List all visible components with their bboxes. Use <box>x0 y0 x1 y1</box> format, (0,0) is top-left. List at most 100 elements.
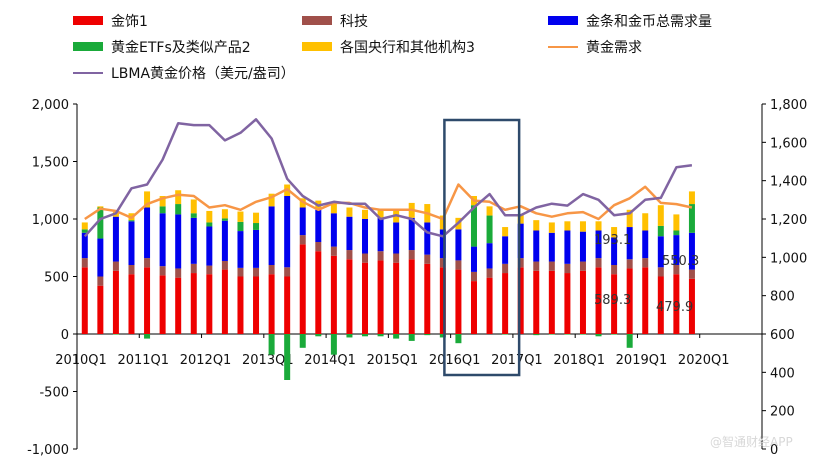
bar-s4-2011Q1 <box>144 334 151 339</box>
line-series-6 <box>84 183 693 221</box>
bar-s3-2017Q1 <box>517 223 524 259</box>
bar-s3-2017Q3 <box>548 232 555 262</box>
bar-s3-2012Q1 <box>206 226 213 266</box>
bar-s5-2010Q2 <box>97 206 104 208</box>
bar-s2-2019Q4 <box>688 269 695 279</box>
bar-s4-2016Q3 <box>486 215 493 244</box>
data-label: 479.9 <box>656 300 693 315</box>
bar-s2-2014Q3 <box>362 253 369 263</box>
bar-s4-2010Q3 <box>112 334 119 335</box>
bar-s4-2019Q2 <box>657 225 664 237</box>
bar-s5-2015Q4 <box>439 215 446 230</box>
bar-s2-2019Q2 <box>657 267 664 277</box>
right-tick-label: 600 <box>770 328 795 343</box>
legend-label-2: 科技 <box>340 14 368 30</box>
bar-s1-2011Q2 <box>159 275 166 334</box>
bar-s5-2017Q3 <box>548 222 555 233</box>
bar-s1-2017Q4 <box>564 273 571 334</box>
bar-s5-2014Q1 <box>330 201 337 214</box>
bar-s5-2011Q3 <box>175 190 182 205</box>
bar-s1-2015Q3 <box>424 263 431 334</box>
bar-s1-2011Q3 <box>175 277 182 334</box>
bar-s2-2012Q4 <box>253 267 260 277</box>
bar-s5-2011Q1 <box>144 191 151 208</box>
bar-s2-2013Q3 <box>299 235 306 245</box>
left-tick-label: 2,000 <box>32 98 69 113</box>
bar-s3-2016Q2 <box>470 246 477 272</box>
bar-s3-2019Q2 <box>657 236 664 268</box>
data-label: 589.3 <box>594 293 631 308</box>
bar-s3-2018Q1 <box>579 231 586 262</box>
right-tick-label: 400 <box>770 366 795 381</box>
bar-s4-2017Q2 <box>533 334 540 336</box>
bar-s3-2012Q2 <box>221 220 228 261</box>
bar-s2-2010Q2 <box>97 276 104 286</box>
bar-s3-2018Q3 <box>611 237 618 265</box>
bar-s4-2013Q2 <box>284 334 291 380</box>
bar-s2-2013Q1 <box>268 265 275 275</box>
bar-s3-2018Q2 <box>595 230 602 259</box>
bar-s1-2017Q3 <box>548 270 555 334</box>
bar-s3-2010Q1 <box>81 232 88 259</box>
bar-s5-2011Q2 <box>159 196 166 207</box>
bar-s2-2017Q4 <box>564 263 571 274</box>
bar-s2-2010Q4 <box>128 265 135 275</box>
bar-s1-2011Q1 <box>144 267 151 334</box>
bar-s2-2017Q3 <box>548 261 555 271</box>
bar-s1-2015Q2 <box>408 259 415 334</box>
bar-s2-2015Q4 <box>439 258 446 268</box>
left-tick-label: 500 <box>44 271 69 286</box>
bar-s4-2010Q2 <box>97 207 104 239</box>
bar-s2-2015Q3 <box>424 254 431 264</box>
x-tick-label: 2012Q1 <box>180 353 232 368</box>
bar-s4-2015Q2 <box>408 334 415 341</box>
bar-s1-2011Q4 <box>190 273 197 334</box>
bar-s5-2014Q2 <box>346 207 353 217</box>
bar-s1-2012Q1 <box>206 274 213 334</box>
bar-s1-2017Q2 <box>533 270 540 334</box>
right-tick-label: 1,600 <box>770 136 807 151</box>
x-tick-label: 2016Q1 <box>429 353 481 368</box>
x-tick-label: 2019Q1 <box>616 353 668 368</box>
bar-s5-2012Q1 <box>206 210 213 223</box>
bar-s1-2016Q3 <box>486 277 493 334</box>
bar-s5-2013Q1 <box>268 193 275 207</box>
bar-s4-2015Q1 <box>393 334 400 339</box>
watermark: @智通财经APP <box>710 434 793 449</box>
bar-s1-2019Q3 <box>673 274 680 334</box>
bar-s4-2011Q4 <box>190 213 197 218</box>
legend-swatch-1 <box>73 16 103 25</box>
x-tick-label: 2020Q1 <box>678 353 730 368</box>
left-tick-label: -500 <box>39 386 69 401</box>
legend-swatch-2 <box>302 16 332 25</box>
bar-s2-2018Q3 <box>611 265 618 275</box>
legend-label-6: 黄金需求 <box>586 39 642 56</box>
bar-s3-2014Q1 <box>330 213 337 247</box>
bar-s4-2016Q1 <box>455 334 462 344</box>
bar-s1-2017Q1 <box>517 267 524 334</box>
legend-label-4: 黄金ETFs及类似产品2 <box>111 39 251 56</box>
bar-s4-2012Q4 <box>253 223 260 230</box>
bar-s1-2013Q1 <box>268 274 275 334</box>
bar-s1-2012Q4 <box>253 276 260 334</box>
data-label: 193.1 <box>594 233 631 248</box>
bar-s3-2019Q1 <box>642 230 649 259</box>
bar-s2-2016Q1 <box>455 260 462 270</box>
bar-s3-2017Q2 <box>533 230 540 262</box>
bar-s4-2015Q4 <box>439 334 446 338</box>
bar-s3-2015Q4 <box>439 229 446 259</box>
bar-s1-2019Q2 <box>657 276 664 334</box>
bar-s1-2018Q2 <box>595 267 602 334</box>
bar-s1-2012Q3 <box>237 276 244 334</box>
legend-label-7: LBMA黄金价格（美元/盎司） <box>111 65 295 82</box>
axes: 2,000 1,500 1,000 500 0 -500 -1,000 1,800 1,600 1… <box>27 98 807 458</box>
bar-s2-2018Q4 <box>626 259 633 269</box>
bar-s1-2014Q3 <box>362 262 369 334</box>
bar-s3-2016Q4 <box>502 236 509 264</box>
bar-s2-2016Q4 <box>502 263 509 274</box>
bar-s2-2016Q3 <box>486 268 493 278</box>
bar-s1-2010Q4 <box>128 274 135 334</box>
bar-s2-2011Q3 <box>175 268 182 278</box>
bar-s1-2010Q1 <box>81 267 88 334</box>
